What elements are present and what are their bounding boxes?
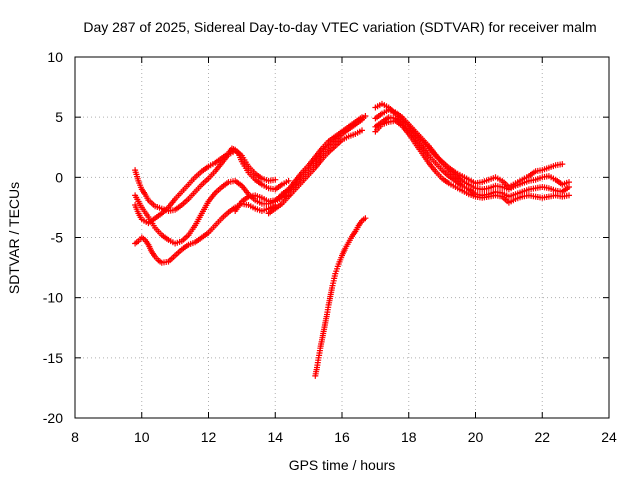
data-point: [362, 215, 369, 222]
y-tick-label: 5: [55, 109, 63, 125]
y-tick-label: -20: [43, 410, 63, 426]
series-track-12: [312, 215, 369, 379]
data-point: [285, 177, 292, 184]
series-track-11: [372, 117, 572, 206]
data-point: [272, 176, 279, 183]
x-tick-label: 22: [534, 429, 550, 445]
data-point: [559, 161, 566, 168]
series-track-7: [278, 114, 365, 198]
x-axis-label: GPS time / hours: [289, 457, 396, 473]
x-tick-label: 16: [334, 429, 350, 445]
series-track-6: [265, 127, 365, 217]
y-tick-label: -5: [51, 230, 64, 246]
y-tick-label: -15: [43, 350, 63, 366]
data-point: [566, 192, 572, 199]
y-tick-label: -10: [43, 290, 63, 306]
x-tick-label: 18: [401, 429, 417, 445]
data-point: [359, 114, 365, 121]
chart-title: Day 287 of 2025, Sidereal Day-to-day VTE…: [83, 19, 596, 35]
x-tick-label: 12: [201, 429, 217, 445]
x-tick-label: 20: [468, 429, 484, 445]
y-tick-label: 10: [47, 49, 63, 65]
grid-layer: [75, 57, 609, 418]
y-axis-label: SDTVAR / TECUs: [6, 182, 22, 294]
data-point: [566, 184, 572, 190]
marks-layer: [132, 100, 572, 379]
x-tick-label: 24: [601, 429, 617, 445]
x-tick-label: 10: [134, 429, 150, 445]
data-point: [362, 113, 369, 119]
x-tick-label: 8: [71, 429, 79, 445]
y-tick-label: 0: [55, 169, 63, 185]
series-track-3: [132, 200, 279, 266]
ticks-layer: [74, 56, 610, 419]
series-track-2: [132, 145, 279, 227]
x-tick-label: 14: [267, 429, 283, 445]
data-point: [359, 127, 365, 134]
tick-labels-layer: 8 10 12 14 16 18 20 22 24 10 5 0 -5 -10 -15 -20: [43, 49, 617, 445]
